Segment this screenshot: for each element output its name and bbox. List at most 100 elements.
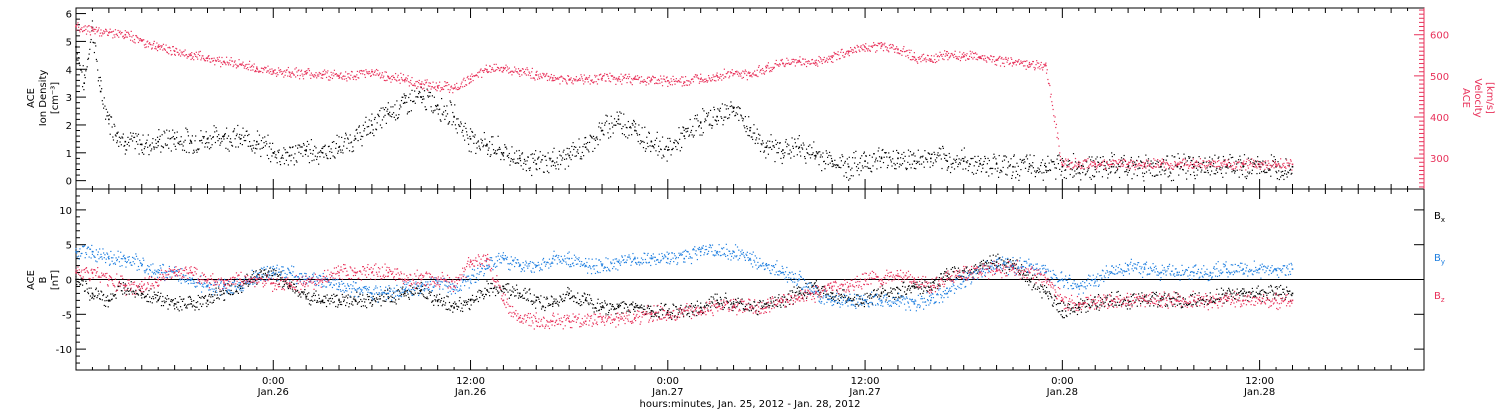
bx-dot (442, 300, 445, 302)
density-dot (696, 118, 698, 120)
velocity-dot (910, 49, 912, 51)
velocity-axis-units: [km/s] (1484, 82, 1495, 114)
density-dot (385, 122, 387, 124)
velocity-dot (1065, 158, 1067, 160)
bx-dot (172, 299, 174, 302)
density-dot (1249, 171, 1251, 173)
density-dot (571, 154, 574, 156)
density-point (371, 124, 373, 126)
velocity-dot (338, 77, 340, 79)
bx-dot (248, 280, 251, 282)
density-dot (276, 162, 278, 164)
velocity-dot (749, 71, 751, 74)
velocity-dot (309, 74, 311, 76)
velocity-dot (317, 73, 319, 75)
velocity-dot (978, 56, 981, 59)
velocity-dot (546, 72, 548, 75)
density-dot (1078, 161, 1080, 164)
velocity-point (1225, 163, 1228, 166)
density-dot (974, 155, 976, 158)
velocity-dot (633, 77, 635, 80)
velocity-dot (930, 60, 932, 62)
velocity-point (469, 78, 472, 80)
bx-dot (214, 294, 216, 296)
density-dot (889, 156, 891, 158)
density-dot (1038, 171, 1040, 174)
bx-dot (213, 299, 215, 301)
velocity-dot (199, 54, 201, 57)
velocity-dot (1143, 164, 1146, 166)
velocity-dot (940, 54, 942, 56)
velocity-dot (379, 77, 382, 79)
density-point (749, 129, 751, 132)
velocity-dot (951, 52, 953, 55)
velocity-dot (1191, 167, 1193, 169)
velocity-dot (254, 70, 256, 73)
bx-dot (125, 290, 127, 292)
bx-dot (100, 290, 102, 292)
density-dot (1057, 163, 1059, 165)
velocity-point (880, 45, 883, 48)
density-dot (371, 132, 374, 134)
velocity-dot (850, 50, 852, 52)
velocity-dot (986, 56, 988, 58)
velocity-dot (80, 28, 82, 30)
density-dot (675, 146, 677, 148)
velocity-dot (915, 59, 917, 61)
velocity-dot (1105, 161, 1107, 163)
velocity-dot (869, 50, 871, 52)
density-dot (1025, 156, 1027, 158)
velocity-dot (1276, 165, 1278, 167)
density-dot (828, 154, 830, 157)
density-point (469, 138, 472, 140)
density-dot (162, 146, 165, 149)
density-dot (1055, 178, 1057, 180)
velocity-dot (493, 63, 495, 66)
velocity-dot (885, 46, 887, 48)
bx-dot (408, 296, 410, 299)
velocity-dot (623, 77, 625, 79)
bx-dot (225, 289, 227, 292)
bx-point (568, 292, 570, 295)
velocity-dot (138, 38, 140, 40)
velocity-dot (550, 76, 552, 78)
velocity-dot (787, 59, 789, 61)
density-dot (358, 126, 360, 128)
velocity-dot (526, 67, 528, 69)
density-dot (568, 147, 570, 150)
velocity-dot (1042, 69, 1044, 71)
density-dot (412, 101, 414, 103)
density-dot (406, 113, 409, 115)
velocity-dot (270, 70, 272, 73)
density-dot (101, 88, 103, 90)
velocity-dot (1288, 165, 1290, 168)
density-dot (814, 158, 816, 160)
density-dot (523, 158, 526, 161)
bx-dot (117, 285, 119, 288)
density-dot (676, 148, 678, 151)
bx-point (371, 299, 373, 302)
bx-dot (353, 296, 355, 298)
bx-dot (388, 296, 390, 299)
velocity-dot (961, 53, 963, 55)
density-dot (961, 157, 963, 160)
velocity-dot (1290, 160, 1292, 162)
velocity-dot (949, 56, 951, 58)
density-dot (550, 165, 553, 167)
density-point (667, 149, 669, 151)
density-dot (947, 167, 949, 169)
velocity-dot (1114, 160, 1116, 162)
velocity-dot (433, 87, 435, 89)
velocity-dot (1159, 160, 1161, 162)
velocity-dot (1128, 161, 1130, 163)
density-dot (567, 153, 569, 155)
density-dot (880, 166, 882, 169)
density-dot (890, 159, 892, 161)
bx-dot (366, 307, 368, 309)
velocity-dot (871, 45, 873, 47)
velocity-dot (183, 55, 186, 57)
velocity-dot (389, 78, 391, 80)
density-dot (994, 168, 996, 170)
density-dot (218, 134, 220, 136)
density-point (551, 160, 554, 162)
